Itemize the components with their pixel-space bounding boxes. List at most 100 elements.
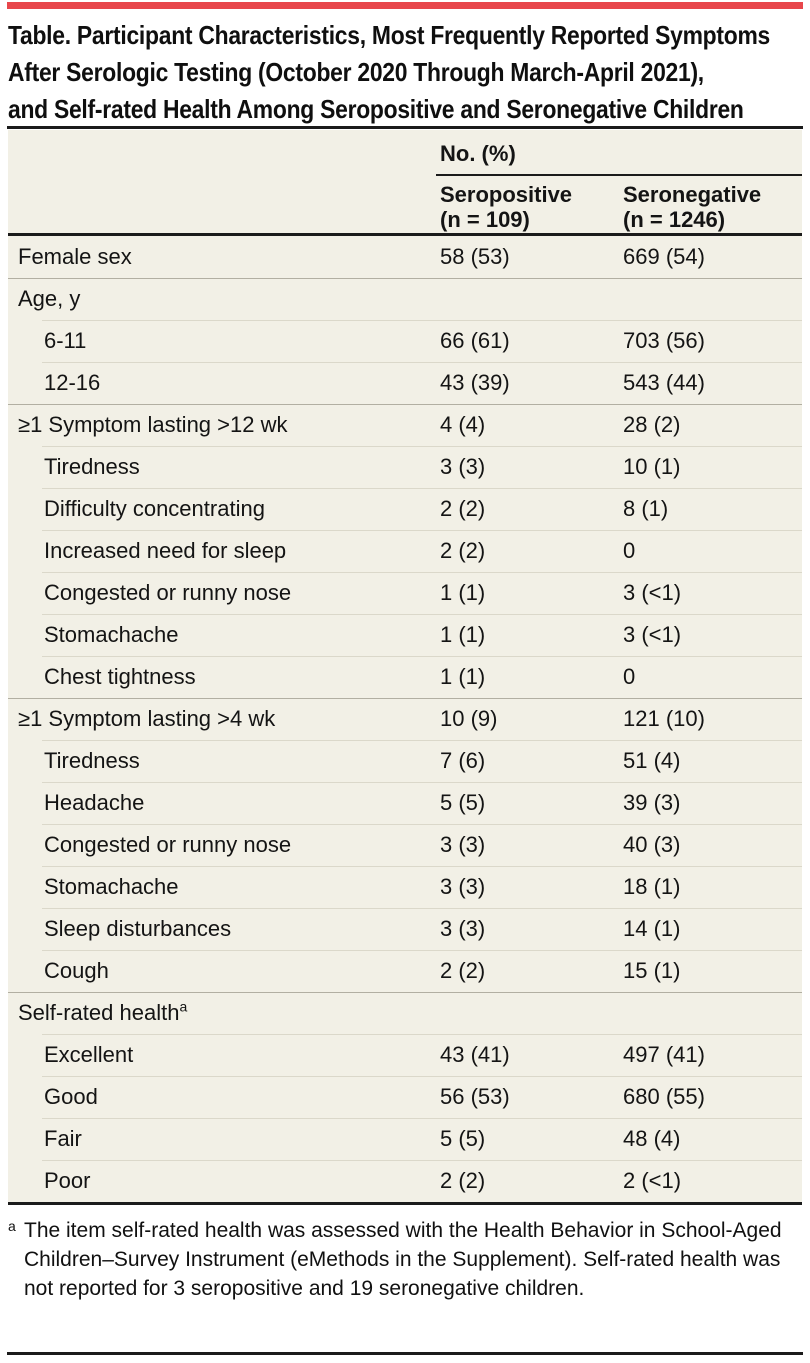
seropositive-value: 58 (53) — [440, 244, 510, 269]
row-label: Chest tightness — [44, 664, 196, 689]
row-label: Stomachache — [44, 622, 179, 647]
seronegative-value: 48 (4) — [623, 1126, 681, 1151]
table-row: Good 56 (53) 680 (55) — [8, 1076, 802, 1118]
seropositive-value: 2 (2) — [440, 1168, 486, 1193]
seropositive-value: 10 (9) — [440, 706, 498, 731]
seronegative-value: 28 (2) — [623, 412, 681, 437]
seronegative-value: 121 (10) — [623, 706, 705, 731]
seropositive-value: 4 (4) — [440, 412, 486, 437]
table-row: Self-rated healtha — [8, 992, 802, 1034]
seronegative-value: 497 (41) — [623, 1042, 705, 1067]
footnote-text: The item self-rated health was assessed … — [24, 1219, 782, 1300]
column-header-line: Seropositive — [440, 182, 573, 207]
column-header-line: Seronegative — [623, 182, 762, 207]
row-label: Congested or runny nose — [44, 832, 292, 857]
seronegative-value: 14 (1) — [623, 916, 681, 941]
row-label: Good — [44, 1084, 98, 1109]
row-label: Fair — [44, 1126, 82, 1151]
row-label: Self-rated healtha — [18, 998, 188, 1025]
row-label: Age, y — [18, 286, 81, 311]
seropositive-value: 43 (41) — [440, 1042, 510, 1067]
seropositive-value: 56 (53) — [440, 1084, 510, 1109]
seropositive-value: 5 (5) — [440, 790, 486, 815]
bottom-rule — [7, 1352, 803, 1355]
row-label: Cough — [44, 958, 109, 983]
seropositive-value: 3 (3) — [440, 874, 486, 899]
seropositive-value: 66 (61) — [440, 328, 510, 353]
accent-bar — [7, 2, 803, 9]
seropositive-value: 1 (1) — [440, 580, 486, 605]
table-footnote: a The item self-rated health was assesse… — [8, 1216, 786, 1303]
seronegative-value: 0 — [623, 538, 636, 563]
seronegative-value: 18 (1) — [623, 874, 681, 899]
seropositive-value: 7 (6) — [440, 748, 486, 773]
table-row: Stomachache 3 (3) 18 (1) — [8, 866, 802, 908]
seropositive-value: 1 (1) — [440, 622, 486, 647]
table-row: ≥1 Symptom lasting >12 wk 4 (4) 28 (2) — [8, 404, 802, 446]
table-row: Female sex 58 (53) 669 (54) — [8, 236, 802, 278]
row-label: Tiredness — [44, 454, 140, 479]
table-panel: No. (%) Seropositive (n = 109) Seronegat… — [8, 130, 802, 1205]
table-row: Stomachache 1 (1) 3 (<1) — [8, 614, 802, 656]
table-title-line: and Self-rated Health Among Seropositive… — [8, 94, 744, 124]
seropositive-value: 1 (1) — [440, 664, 486, 689]
column-header-seronegative: Seronegative (n = 1246) — [623, 182, 761, 232]
table-row: 12-16 43 (39) 543 (44) — [8, 362, 802, 404]
seronegative-value: 3 (<1) — [623, 580, 682, 605]
table-row: Poor 2 (2) 2 (<1) — [8, 1160, 802, 1202]
table-row: Congested or runny nose 1 (1) 3 (<1) — [8, 572, 802, 614]
row-label: Congested or runny nose — [44, 580, 292, 605]
column-spanner-rule — [436, 174, 802, 176]
table-row: Tiredness 3 (3) 10 (1) — [8, 446, 802, 488]
seronegative-value: 669 (54) — [623, 244, 705, 269]
seropositive-value: 3 (3) — [440, 454, 486, 479]
table-row: Fair 5 (5) 48 (4) — [8, 1118, 802, 1160]
table-row: 6-11 66 (61) 703 (56) — [8, 320, 802, 362]
table-row: Chest tightness 1 (1) 0 — [8, 656, 802, 698]
seronegative-value: 680 (55) — [623, 1084, 705, 1109]
table-row: Tiredness 7 (6) 51 (4) — [8, 740, 802, 782]
table-row: Headache 5 (5) 39 (3) — [8, 782, 802, 824]
row-label: 6-11 — [44, 328, 87, 353]
table-body: Female sex 58 (53) 669 (54) Age, y 6-11 … — [8, 236, 802, 1202]
table-row: Excellent 43 (41) 497 (41) — [8, 1034, 802, 1076]
table-row: ≥1 Symptom lasting >4 wk 10 (9) 121 (10) — [8, 698, 802, 740]
seronegative-value: 10 (1) — [623, 454, 681, 479]
table-title: Table. Participant Characteristics, Most… — [8, 17, 800, 128]
seronegative-value: 39 (3) — [623, 790, 681, 815]
seropositive-value: 43 (39) — [440, 370, 510, 395]
table-title-line: After Serologic Testing (October 2020 Th… — [8, 57, 704, 87]
column-header-line: (n = 1246) — [623, 207, 726, 232]
seropositive-value: 2 (2) — [440, 958, 486, 983]
footnote-marker-ref: a — [179, 998, 188, 1015]
seropositive-value: 5 (5) — [440, 1126, 486, 1151]
seropositive-value: 2 (2) — [440, 496, 486, 521]
seronegative-value: 51 (4) — [623, 748, 681, 773]
table-row: Difficulty concentrating 2 (2) 8 (1) — [8, 488, 802, 530]
seronegative-value: 40 (3) — [623, 832, 681, 857]
seronegative-value: 3 (<1) — [623, 622, 682, 647]
seronegative-value: 8 (1) — [623, 496, 669, 521]
column-header-seropositive: Seropositive (n = 109) — [440, 182, 572, 232]
table-header: No. (%) Seropositive (n = 109) Seronegat… — [8, 130, 802, 236]
table-row: Congested or runny nose 3 (3) 40 (3) — [8, 824, 802, 866]
table-title-line: Table. Participant Characteristics, Most… — [8, 20, 771, 50]
seronegative-value: 0 — [623, 664, 636, 689]
row-label: Excellent — [44, 1042, 134, 1067]
column-header-line: (n = 109) — [440, 207, 530, 232]
seropositive-value: 3 (3) — [440, 832, 486, 857]
table-row: Age, y — [8, 278, 802, 320]
row-label: Headache — [44, 790, 145, 815]
row-label: Sleep disturbances — [44, 916, 232, 941]
table-row: Increased need for sleep 2 (2) 0 — [8, 530, 802, 572]
seronegative-value: 543 (44) — [623, 370, 705, 395]
row-label: Increased need for sleep — [44, 538, 287, 563]
row-label: Female sex — [18, 244, 132, 269]
row-label: 12-16 — [44, 370, 101, 395]
column-spanner-label: No. (%) — [440, 141, 516, 166]
table-row: Cough 2 (2) 15 (1) — [8, 950, 802, 992]
seronegative-value: 703 (56) — [623, 328, 705, 353]
seropositive-value: 3 (3) — [440, 916, 486, 941]
seronegative-value: 15 (1) — [623, 958, 681, 983]
